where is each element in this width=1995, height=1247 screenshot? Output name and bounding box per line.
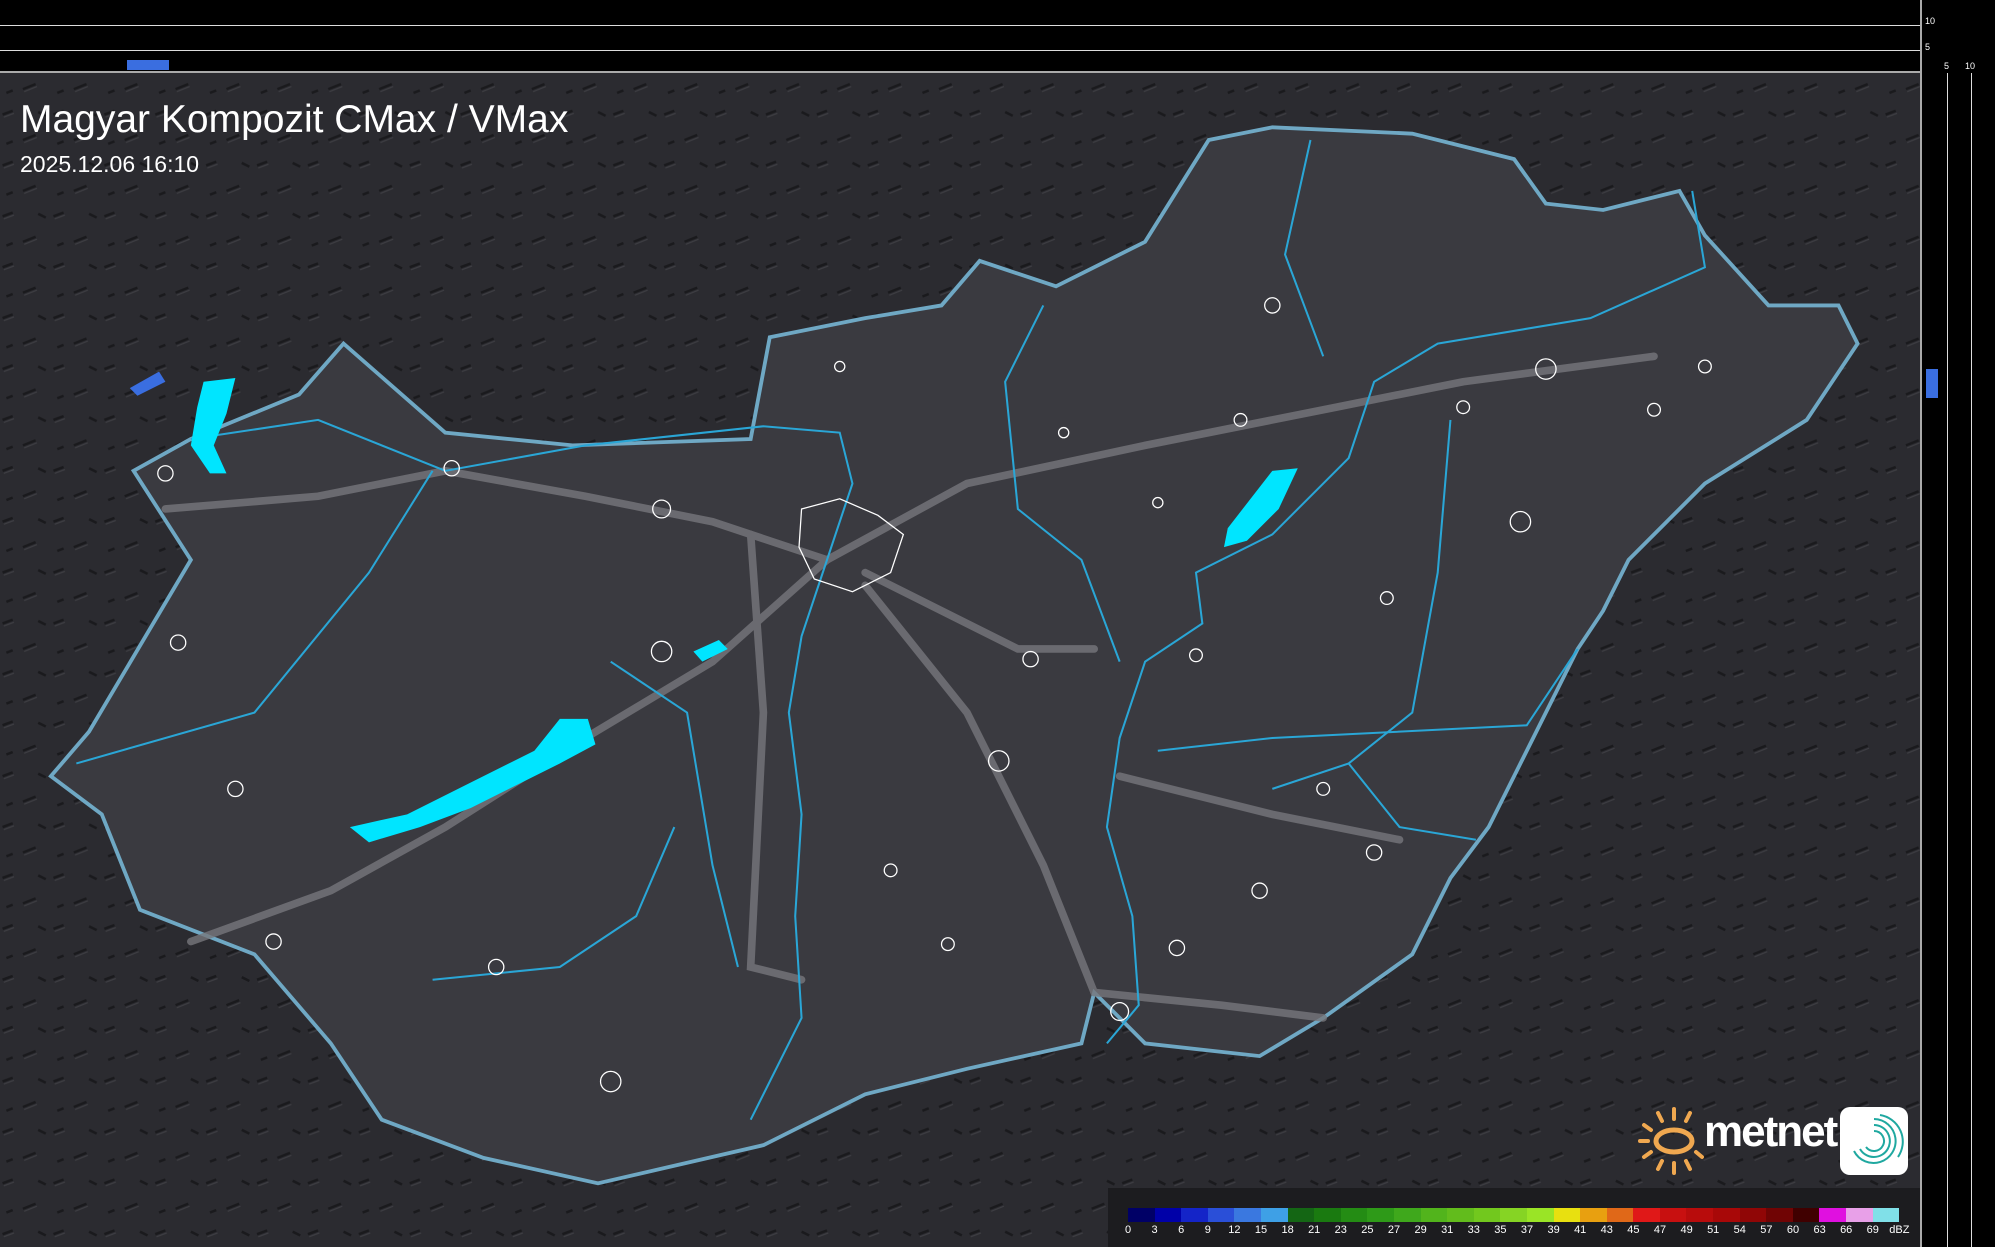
legend-label: 9 bbox=[1204, 1224, 1211, 1236]
legend-label: 63 bbox=[1813, 1224, 1826, 1236]
legend-swatch bbox=[1447, 1208, 1474, 1222]
legend-swatch bbox=[1393, 1208, 1421, 1222]
metnet-logo: metnet bbox=[1636, 1105, 1908, 1177]
legend-label: 47 bbox=[1653, 1224, 1667, 1236]
profile-gridline-5 bbox=[1947, 73, 1948, 1247]
lake-velence bbox=[693, 640, 728, 662]
map-title: Magyar Kompozit CMax / VMax bbox=[20, 98, 569, 141]
profile-tick: 10 bbox=[1965, 61, 1976, 71]
dbz-color-legend: 0 3 6 9 12 15 18 21 23 25 27 29 31 33 35 37 39 41 43 45 47 49… bbox=[1108, 1188, 1920, 1247]
legend-label: 60 bbox=[1786, 1224, 1800, 1236]
legend-swatch bbox=[1420, 1208, 1448, 1222]
legend-swatch bbox=[1314, 1208, 1341, 1222]
legend-swatch bbox=[1766, 1208, 1793, 1222]
map-timestamp: 2025.12.06 16:10 bbox=[20, 151, 200, 177]
legend-swatch bbox=[1473, 1208, 1501, 1222]
legend-label: 18 bbox=[1281, 1224, 1294, 1236]
legend-label: 37 bbox=[1520, 1224, 1534, 1236]
profile-tick: 5 bbox=[1925, 42, 1931, 52]
legend-labels: 0 3 6 9 12 15 18 21 23 25 27 29 31 33 35 37 39 41 43 45 47 49… bbox=[1124, 1224, 1928, 1238]
side-profile-echo bbox=[1926, 369, 1938, 398]
legend-label: 41 bbox=[1574, 1224, 1587, 1236]
profile-tick: 5 bbox=[1944, 61, 1950, 71]
legend-swatch bbox=[1367, 1208, 1394, 1222]
danube-river bbox=[190, 418, 854, 1121]
legend-swatch bbox=[1234, 1208, 1261, 1222]
legend-swatch bbox=[1553, 1208, 1581, 1222]
legend-label: 15 bbox=[1254, 1224, 1268, 1236]
road-network bbox=[161, 352, 1658, 1022]
legend-label: 66 bbox=[1840, 1224, 1853, 1236]
top-cross-section-profile bbox=[0, 0, 1920, 73]
legend-label: 51 bbox=[1707, 1224, 1720, 1236]
legend-label: 25 bbox=[1361, 1224, 1374, 1236]
legend-swatch bbox=[1526, 1208, 1554, 1222]
top-profile-echo bbox=[127, 60, 169, 70]
radar-sweep-app-icon bbox=[1840, 1107, 1908, 1175]
legend-label: 21 bbox=[1308, 1224, 1321, 1236]
legend-swatch bbox=[1340, 1208, 1368, 1222]
legend-swatch bbox=[1154, 1208, 1182, 1222]
legend-swatch bbox=[1872, 1208, 1900, 1222]
radar-echo bbox=[129, 371, 166, 396]
legend-swatch bbox=[1846, 1208, 1873, 1222]
legend-label: 27 bbox=[1387, 1224, 1401, 1236]
legend-swatch bbox=[1128, 1208, 1155, 1222]
city-outlines bbox=[157, 297, 1712, 1093]
legend-label: 33 bbox=[1467, 1224, 1480, 1236]
legend-swatch bbox=[1713, 1208, 1740, 1222]
city-budapest bbox=[798, 498, 905, 593]
profile-gridline-10 bbox=[0, 25, 1920, 26]
legend-swatch bbox=[1181, 1208, 1208, 1222]
legend-swatch bbox=[1287, 1208, 1315, 1222]
legend-label: 0 bbox=[1124, 1224, 1132, 1236]
legend-label: 3 bbox=[1151, 1224, 1158, 1236]
legend-label: 54 bbox=[1733, 1224, 1746, 1236]
legend-label: 6 bbox=[1178, 1224, 1185, 1236]
legend-unit: dBZ bbox=[1889, 1224, 1910, 1236]
legend-swatch bbox=[1260, 1208, 1288, 1222]
river-network bbox=[76, 139, 1707, 1121]
legend-label: 29 bbox=[1414, 1224, 1427, 1236]
profile-tick: 10 bbox=[1925, 16, 1936, 26]
legend-swatch bbox=[1659, 1208, 1687, 1222]
legend-label: 23 bbox=[1334, 1224, 1347, 1236]
lake-tisza bbox=[1223, 468, 1298, 548]
legend-swatch bbox=[1606, 1208, 1634, 1222]
legend-swatch bbox=[1580, 1208, 1607, 1222]
legend-swatch bbox=[1686, 1208, 1714, 1222]
profile-gridline-5 bbox=[0, 50, 1920, 51]
lake-balaton bbox=[349, 718, 596, 843]
legend-label: 49 bbox=[1680, 1224, 1693, 1236]
legend-swatch bbox=[1500, 1208, 1527, 1222]
legend-swatch bbox=[1207, 1208, 1235, 1222]
legend-label: 43 bbox=[1600, 1224, 1613, 1236]
profile-gridline-10 bbox=[1971, 73, 1972, 1247]
legend-label: 39 bbox=[1547, 1224, 1560, 1236]
legend-swatch bbox=[1819, 1208, 1847, 1222]
side-cross-section-profile: 10 5 5 10 bbox=[1920, 0, 1995, 1247]
legend-label: 31 bbox=[1441, 1224, 1454, 1236]
legend-label: 12 bbox=[1228, 1224, 1241, 1236]
legend-swatch bbox=[1792, 1208, 1820, 1222]
lakes bbox=[190, 377, 1298, 843]
legend-label: 57 bbox=[1760, 1224, 1773, 1236]
legend-swatch bbox=[1739, 1208, 1767, 1222]
legend-label: 69 bbox=[1866, 1224, 1879, 1236]
legend-label: 45 bbox=[1627, 1224, 1640, 1236]
tisza-river bbox=[1105, 190, 1707, 1045]
legend-label: 35 bbox=[1494, 1224, 1507, 1236]
radar-map[interactable] bbox=[0, 73, 1920, 1247]
logo-wordmark: metnet bbox=[1704, 1107, 1838, 1156]
legend-swatches bbox=[1128, 1208, 1900, 1222]
map-svg bbox=[0, 73, 1920, 1247]
lake-ferto bbox=[190, 377, 236, 474]
sun-logo-icon bbox=[1638, 1107, 1704, 1175]
legend-swatch bbox=[1633, 1208, 1660, 1222]
